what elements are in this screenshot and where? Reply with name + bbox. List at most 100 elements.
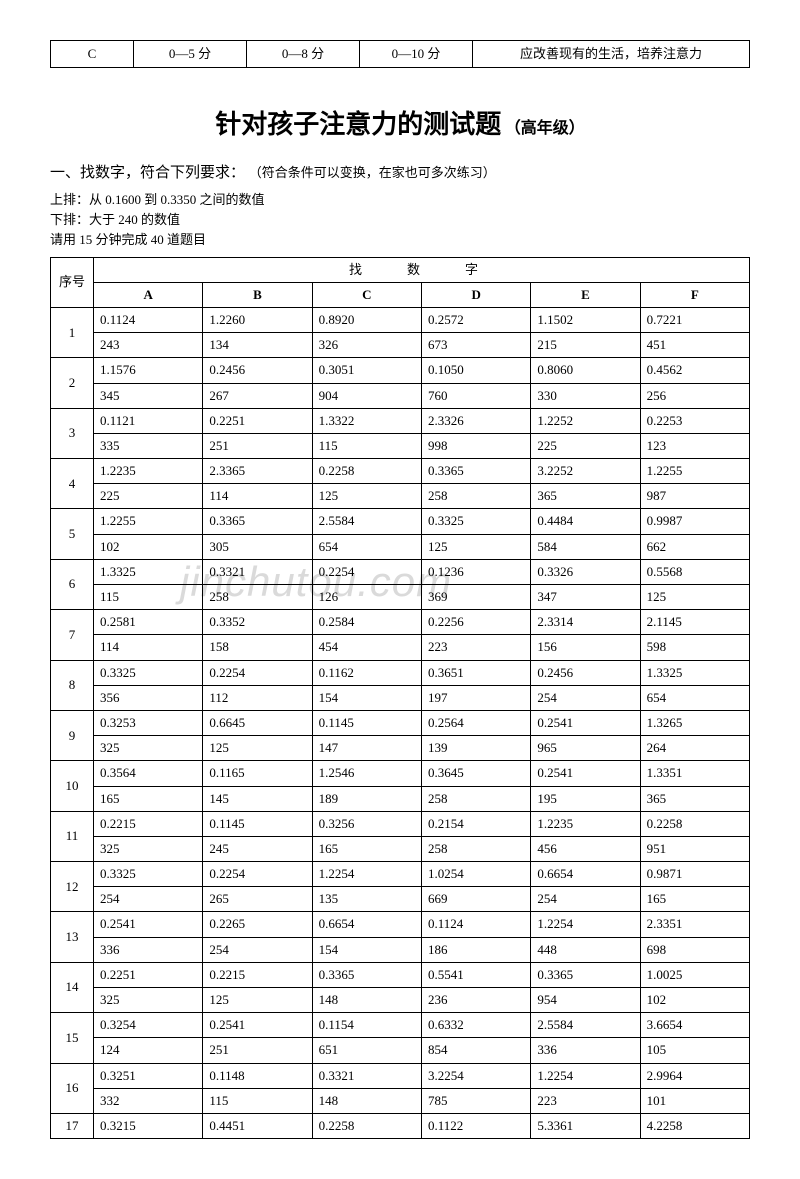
data-cell: 158 xyxy=(203,635,312,660)
data-cell: 785 xyxy=(421,1088,530,1113)
data-cell: 0.1148 xyxy=(203,1063,312,1088)
column-header: A xyxy=(94,282,203,307)
data-cell: 0.6654 xyxy=(312,912,421,937)
data-cell: 335 xyxy=(94,433,203,458)
table-row: 102305654125584662 xyxy=(51,534,750,559)
table-row: 61.33250.33210.22540.12360.33260.5568 xyxy=(51,559,750,584)
seq-header: 序号 xyxy=(51,257,94,307)
data-cell: 2.3351 xyxy=(640,912,749,937)
data-cell: 165 xyxy=(640,887,749,912)
data-cell: 1.2254 xyxy=(312,862,421,887)
seq-cell: 15 xyxy=(51,1013,94,1063)
column-header: D xyxy=(421,282,530,307)
title-sub: （高年级） xyxy=(505,120,585,137)
data-cell: 0.3325 xyxy=(94,660,203,685)
data-cell: 256 xyxy=(640,383,749,408)
data-cell: 0.2564 xyxy=(421,710,530,735)
data-cell: 1.3322 xyxy=(312,408,421,433)
data-cell: 0.3564 xyxy=(94,761,203,786)
data-cell: 0.3651 xyxy=(421,660,530,685)
data-cell: 345 xyxy=(94,383,203,408)
column-header: E xyxy=(531,282,640,307)
data-cell: 0.9987 xyxy=(640,509,749,534)
table-row: 124251651854336105 xyxy=(51,1038,750,1063)
data-cell: 330 xyxy=(531,383,640,408)
data-cell: 215 xyxy=(531,333,640,358)
data-cell: 0.1050 xyxy=(421,358,530,383)
data-cell: 0.3253 xyxy=(94,710,203,735)
data-cell: 125 xyxy=(203,988,312,1013)
seq-cell: 4 xyxy=(51,459,94,509)
data-cell: 0.2253 xyxy=(640,408,749,433)
data-cell: 145 xyxy=(203,786,312,811)
data-cell: 223 xyxy=(421,635,530,660)
data-cell: 2.1145 xyxy=(640,610,749,635)
data-cell: 223 xyxy=(531,1088,640,1113)
number-find-table: 序号 找 数 字 ABCDEF 10.11241.22600.89200.257… xyxy=(50,257,750,1140)
data-cell: 0.2215 xyxy=(203,962,312,987)
data-cell: 197 xyxy=(421,685,530,710)
data-cell: 0.1145 xyxy=(312,710,421,735)
data-cell: 258 xyxy=(203,585,312,610)
data-cell: 0.4451 xyxy=(203,1113,312,1138)
score-cell: 应改善现有的生活，培养注意力 xyxy=(473,41,750,68)
data-cell: 456 xyxy=(531,836,640,861)
data-cell: 0.1145 xyxy=(203,811,312,836)
data-cell: 125 xyxy=(312,484,421,509)
data-cell: 325 xyxy=(94,736,203,761)
data-cell: 0.1122 xyxy=(421,1113,530,1138)
table-row: 170.32150.44510.22580.11225.33614.2258 xyxy=(51,1113,750,1138)
data-cell: 1.3325 xyxy=(94,559,203,584)
table-row: 110.22150.11450.32560.21541.22350.2258 xyxy=(51,811,750,836)
data-cell: 654 xyxy=(640,685,749,710)
seq-cell: 6 xyxy=(51,559,94,609)
score-table: C 0—5 分 0—8 分 0—10 分 应改善现有的生活，培养注意力 xyxy=(50,40,750,68)
data-cell: 0.2541 xyxy=(531,710,640,735)
data-cell: 325 xyxy=(94,836,203,861)
table-row: 345267904760330256 xyxy=(51,383,750,408)
data-cell: 998 xyxy=(421,433,530,458)
data-cell: 125 xyxy=(640,585,749,610)
table-row: 51.22550.33652.55840.33250.44840.9987 xyxy=(51,509,750,534)
merged-header: 找 数 字 xyxy=(94,257,750,282)
data-cell: 186 xyxy=(421,937,530,962)
table-row: 120.33250.22541.22541.02540.66540.9871 xyxy=(51,862,750,887)
data-cell: 251 xyxy=(203,1038,312,1063)
data-cell: 356 xyxy=(94,685,203,710)
table-row: 336254154186448698 xyxy=(51,937,750,962)
data-cell: 5.3361 xyxy=(531,1113,640,1138)
data-cell: 0.1124 xyxy=(421,912,530,937)
data-cell: 0.2572 xyxy=(421,307,530,332)
data-cell: 105 xyxy=(640,1038,749,1063)
data-cell: 1.1576 xyxy=(94,358,203,383)
instruction-line: 上排：从 0.1600 到 0.3350 之间的数值 xyxy=(50,190,750,210)
data-cell: 325 xyxy=(94,988,203,1013)
data-cell: 1.2546 xyxy=(312,761,421,786)
data-cell: 0.5568 xyxy=(640,559,749,584)
seq-cell: 17 xyxy=(51,1113,94,1138)
data-cell: 148 xyxy=(312,1088,421,1113)
data-cell: 1.3351 xyxy=(640,761,749,786)
data-cell: 254 xyxy=(203,937,312,962)
data-cell: 1.2260 xyxy=(203,307,312,332)
data-cell: 0.2581 xyxy=(94,610,203,635)
data-cell: 1.0254 xyxy=(421,862,530,887)
data-cell: 0.2456 xyxy=(203,358,312,383)
data-cell: 0.3645 xyxy=(421,761,530,786)
data-cell: 951 xyxy=(640,836,749,861)
data-cell: 326 xyxy=(312,333,421,358)
data-cell: 0.3352 xyxy=(203,610,312,635)
table-row: 335251115998225123 xyxy=(51,433,750,458)
seq-cell: 2 xyxy=(51,358,94,408)
data-cell: 651 xyxy=(312,1038,421,1063)
data-cell: 1.2255 xyxy=(640,459,749,484)
table-row: 序号 找 数 字 xyxy=(51,257,750,282)
data-cell: 0.1236 xyxy=(421,559,530,584)
data-cell: 0.2258 xyxy=(312,459,421,484)
data-cell: 0.2584 xyxy=(312,610,421,635)
data-cell: 451 xyxy=(640,333,749,358)
score-cell: 0—10 分 xyxy=(360,41,473,68)
data-cell: 1.2255 xyxy=(94,509,203,534)
data-cell: 258 xyxy=(421,836,530,861)
data-cell: 0.2265 xyxy=(203,912,312,937)
